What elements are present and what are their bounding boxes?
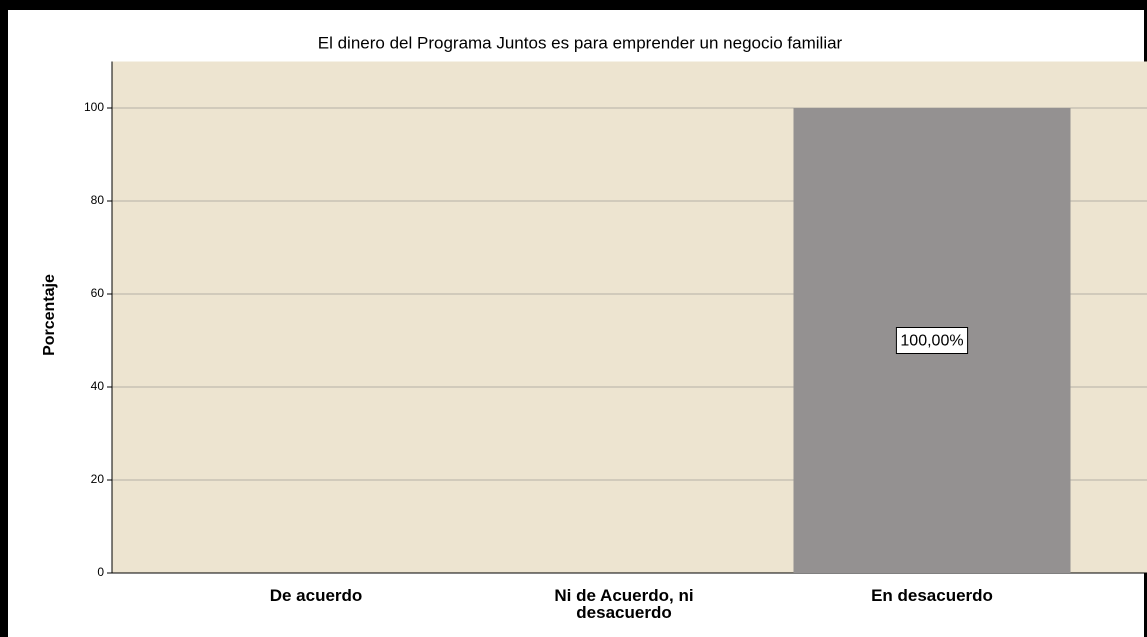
value-label: 100,00% [900, 333, 963, 350]
chart-title: El dinero del Programa Juntos es para em… [318, 33, 843, 52]
value-label-box [895, 327, 969, 354]
x-tick-label: Ni de Acuerdo, ni desacuerdo [554, 586, 694, 622]
y-tick-label: 80 [91, 193, 105, 207]
frame-top [0, 0, 1147, 10]
x-tick-label: De acuerdo [269, 586, 363, 605]
x-tick-label: En desacuerdo [871, 586, 993, 605]
y-tick-label: 60 [91, 286, 105, 300]
y-tick-label: 100 [84, 100, 104, 114]
frame-left [0, 0, 8, 637]
y-axis-label: Porcentaje [41, 274, 58, 356]
y-tick-label: 0 [97, 565, 104, 579]
y-tick-label: 20 [91, 472, 105, 486]
y-tick-label: 40 [91, 379, 105, 393]
